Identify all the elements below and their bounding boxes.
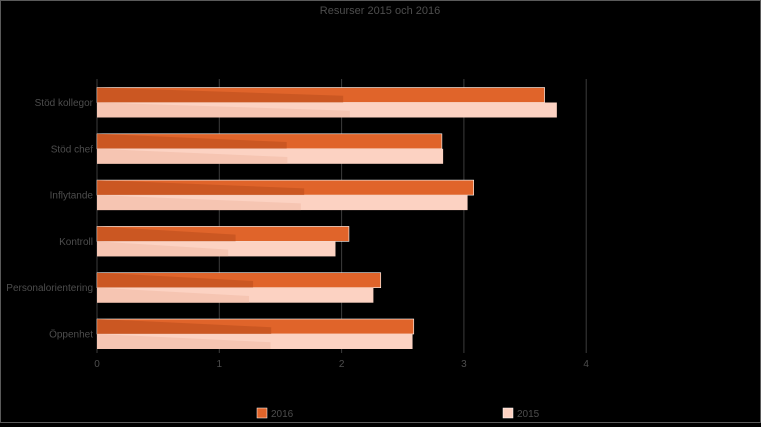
x-tick-labels: 0 1 2 3 4 [94, 359, 589, 370]
bar-shading [97, 334, 271, 349]
bar-shading [97, 226, 236, 242]
legend-label-2016: 2016 [271, 409, 294, 420]
x-tick-label: 1 [217, 359, 223, 370]
category-label: Stöd chef [51, 144, 93, 155]
bar-shading [97, 87, 344, 103]
x-tick-label: 3 [461, 359, 467, 370]
x-tick-label: 4 [583, 359, 589, 370]
category-labels: Stöd kollegor Stöd chef Inflytande Kontroll… [6, 98, 93, 341]
bars [96, 87, 557, 349]
category-label: Stöd kollegor [35, 98, 94, 109]
legend-swatch-2015 [502, 407, 514, 419]
legend-label-2015: 2015 [517, 409, 540, 420]
x-tick-label: 0 [94, 359, 100, 370]
bar-shading [97, 272, 254, 288]
legend: 2016 2015 [256, 407, 540, 420]
bar-shading [97, 180, 305, 196]
category-label: Kontroll [59, 237, 93, 248]
chart-title: Resurser 2015 och 2016 [320, 5, 440, 17]
legend-swatch-2016 [256, 407, 268, 419]
category-label: Personalorientering [6, 283, 93, 294]
x-tick-label: 2 [339, 359, 345, 370]
grid-lines [96, 79, 587, 353]
bar-shading [97, 287, 250, 303]
bar-shading [97, 195, 301, 211]
bar-shading [97, 133, 287, 149]
bar-shading [97, 102, 350, 118]
category-label: Inflytande [50, 191, 94, 202]
bar-shading [97, 148, 288, 164]
bar-shading [97, 319, 272, 334]
bar-shading [97, 241, 229, 257]
category-label: Öppenhet [49, 329, 93, 341]
